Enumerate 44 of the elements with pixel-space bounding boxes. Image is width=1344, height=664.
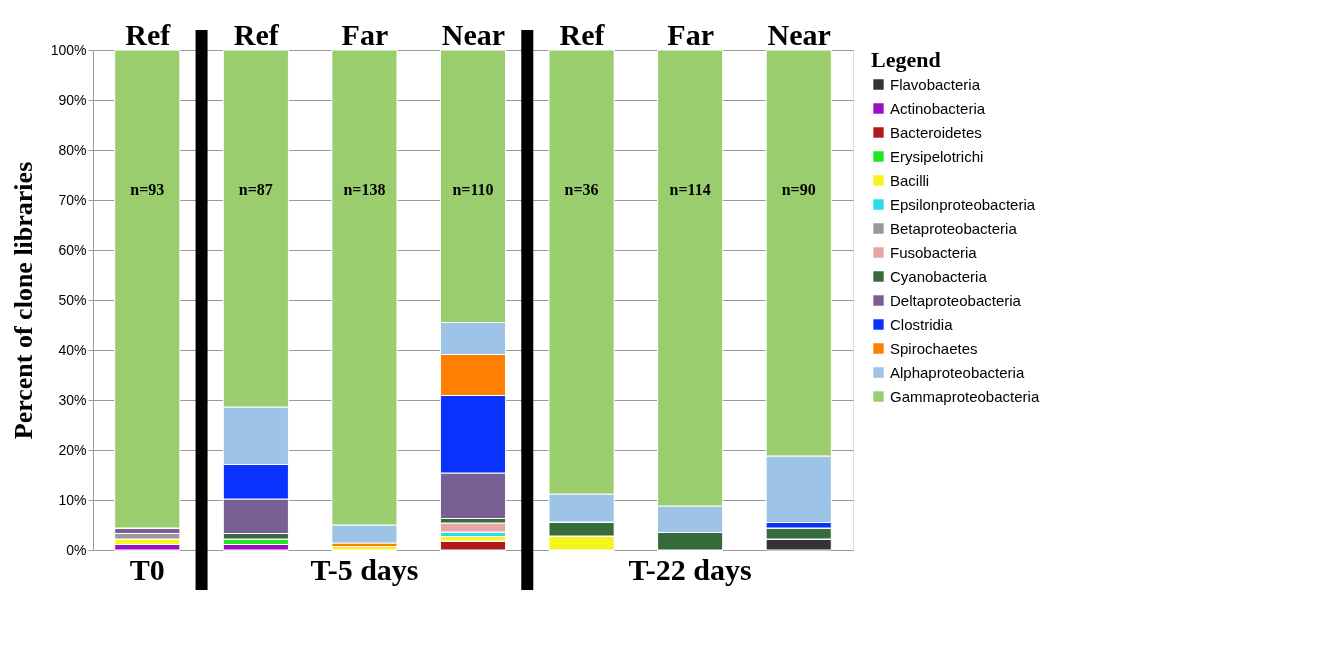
y-tick-label: 50% (58, 291, 87, 308)
legend-label: Cyanobacteria (890, 267, 988, 285)
legend-label: Betaproteobacteria (890, 219, 1018, 237)
annotation: n=138 (343, 181, 386, 198)
legend-label: Spirochaetes (890, 339, 978, 357)
y-axis-title: Percent of clone libraries (8, 161, 38, 440)
x-tick-label: Near (441, 17, 506, 51)
legend-label: Fusobacteria (890, 243, 978, 261)
y-tick-label: 40% (58, 341, 87, 358)
y-tick-label: 0% (66, 541, 87, 558)
x-tick-label: Ref (233, 17, 280, 51)
legend-label: Clostridia (890, 315, 954, 333)
annotation: n=114 (669, 181, 711, 198)
y-tick-label: 80% (58, 141, 87, 158)
annotation: n=87 (238, 181, 273, 198)
y-tick-label: 60% (58, 241, 87, 258)
legend-label: Actinobacteria (890, 99, 986, 117)
legend-label: Deltaproteobacteria (890, 291, 1022, 309)
y-tick-label: 100% (50, 41, 87, 58)
text: T0 (129, 553, 165, 586)
y-tick-label: 30% (58, 391, 87, 408)
y-tick-label: 10% (58, 491, 87, 508)
legend-title: Legend (871, 47, 941, 72)
legend-label: Epsilonproteobacteria (890, 195, 1036, 213)
text: T-5 days (310, 553, 419, 586)
y-tick-label: 20% (58, 441, 87, 458)
annotation: n=36 (564, 181, 599, 198)
legend-label: Bacilli (890, 171, 930, 189)
y-tick-label: 90% (58, 91, 87, 108)
legend-label: Bacteroidetes (890, 123, 982, 141)
x-tick-label: Near (767, 17, 831, 51)
legend-label: Alphaproteobacteria (890, 363, 1025, 381)
legend-label: Gammaproteobacteria (890, 387, 1040, 405)
x-tick-label: Far (341, 17, 389, 51)
x-tick-label: Ref (559, 17, 606, 51)
x-tick-label: Ref (125, 17, 172, 51)
legend-label: Flavobacteria (890, 75, 981, 93)
text: T-22 days (628, 553, 752, 586)
annotation: n=93 (130, 181, 165, 198)
y-tick-label: 70% (58, 191, 87, 208)
legend-label: Erysipelotrichi (890, 147, 984, 165)
annotation: n=90 (781, 181, 816, 198)
annotation: n=110 (452, 181, 494, 198)
x-tick-label: Far (667, 17, 714, 51)
